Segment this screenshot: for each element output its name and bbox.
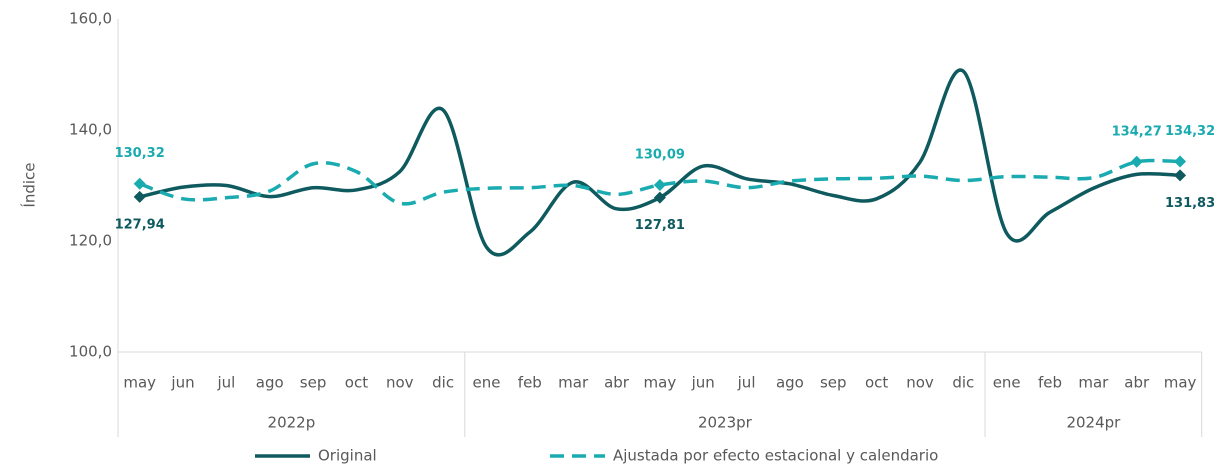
y-tick-label: 120,0 (69, 232, 112, 250)
x-tick-label: may (1164, 374, 1197, 392)
point-marker (133, 190, 146, 203)
point-marker (653, 179, 666, 192)
point-marker (1130, 155, 1143, 168)
x-tick-label: nov (906, 374, 934, 392)
value-label: 127,81 (635, 218, 685, 233)
x-tick-label: ene (993, 374, 1021, 392)
x-tick-label: ago (256, 374, 284, 392)
point-marker (653, 191, 666, 204)
value-label: 134,27 (1112, 124, 1162, 139)
point-marker (133, 177, 146, 190)
point-marker (1174, 169, 1187, 182)
value-label: 130,32 (115, 146, 165, 161)
x-tick-label: feb (1038, 374, 1062, 392)
legend-label: Original (318, 447, 377, 465)
x-tick-label: mar (558, 374, 589, 392)
x-tick-label: dic (952, 374, 974, 392)
x-tick-label: mar (1078, 374, 1109, 392)
x-tick-label: oct (865, 374, 888, 392)
x-tick-label: abr (604, 374, 630, 392)
x-tick-label: abr (1124, 374, 1150, 392)
y-tick-label: 140,0 (69, 121, 112, 139)
x-tick-label: sep (300, 374, 327, 392)
x-tick-label: jun (691, 374, 715, 392)
group-label: 2023pr (698, 414, 753, 432)
group-label: 2022p (268, 414, 316, 432)
y-axis-label: Índice (20, 162, 39, 207)
x-tick-label: ene (472, 374, 500, 392)
value-label: 130,09 (635, 148, 685, 163)
x-tick-label: nov (386, 374, 414, 392)
y-tick-label: 160,0 (69, 10, 112, 28)
value-label: 127,94 (115, 217, 165, 232)
x-tick-label: jul (216, 374, 235, 392)
x-tick-label: sep (820, 374, 847, 392)
group-label: 2024pr (1066, 414, 1121, 432)
value-label: 131,83 (1165, 196, 1214, 211)
x-tick-label: ago (776, 374, 804, 392)
x-tick-label: jun (170, 374, 194, 392)
y-tick-label: 100,0 (69, 343, 112, 361)
x-tick-label: may (644, 374, 677, 392)
legend-label: Ajustada por efecto estacional y calenda… (613, 447, 938, 465)
point-marker (1174, 155, 1187, 168)
value-label: 134,32 (1165, 124, 1214, 139)
x-tick-label: oct (345, 374, 368, 392)
x-tick-label: dic (432, 374, 454, 392)
x-tick-label: feb (518, 374, 542, 392)
x-tick-label: jul (737, 374, 756, 392)
line-series (139, 158, 1181, 206)
x-tick-label: may (123, 374, 156, 392)
